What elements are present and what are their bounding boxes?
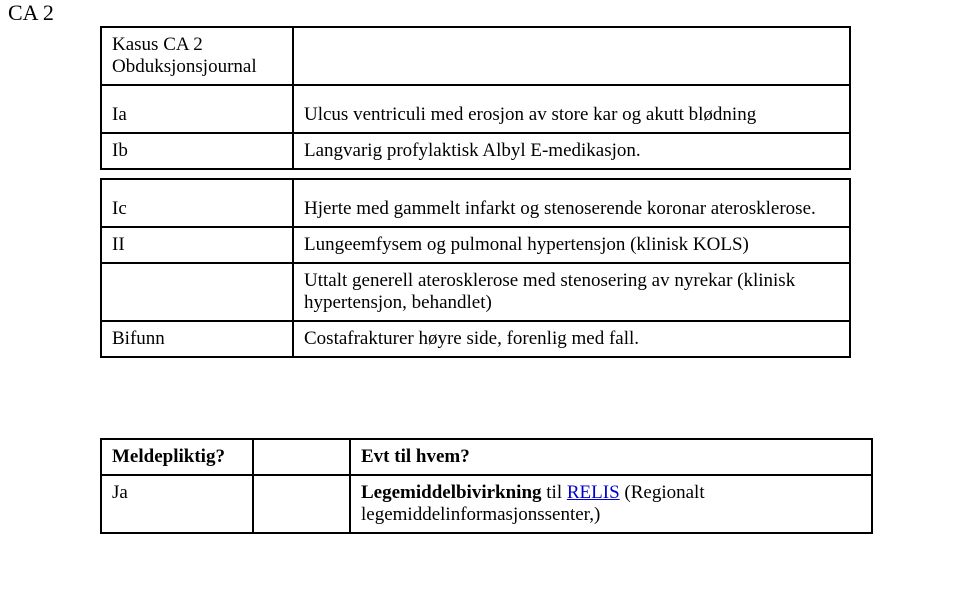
case-title-line1: Kasus CA 2: [112, 34, 282, 56]
duty-detail-mid: til: [542, 482, 567, 503]
cell-code: Ic: [101, 179, 293, 227]
cell-code: Ia: [101, 85, 293, 133]
case-header: CA 2: [8, 0, 54, 26]
code-label: Ia: [112, 104, 127, 125]
table-row: Meldepliktig? Evt til hvem?: [101, 439, 872, 475]
duty-header-1: Meldepliktig?: [101, 439, 253, 475]
table-row: II Lungeemfysem og pulmonal hypertensjon…: [101, 227, 850, 263]
cell-empty: [293, 27, 850, 85]
desc-text: Hjerte med gammelt infarkt og stenoseren…: [304, 198, 816, 219]
table-row: Ja Legemiddelbivirkning til RELIS (Regio…: [101, 475, 872, 533]
table-row: Ic Hjerte med gammelt infarkt og stenose…: [101, 179, 850, 227]
cell-code: Ib: [101, 133, 293, 169]
duty-blank: [253, 475, 350, 533]
duty-detail-bold: Legemiddelbivirkning: [361, 482, 542, 503]
table-row: Ib Langvarig profylaktisk Albyl E-medika…: [101, 133, 850, 169]
cell-desc: Ulcus ventriculi med erosjon av store ka…: [293, 85, 850, 133]
cell-desc: Langvarig profylaktisk Albyl E-medikasjo…: [293, 133, 850, 169]
table-row: Kasus CA 2 Obduksjonsjournal: [101, 27, 850, 85]
duty-table: Meldepliktig? Evt til hvem? Ja Legemidde…: [100, 438, 873, 534]
case-title-line2: Obduksjonsjournal: [112, 56, 282, 78]
cell-desc: Hjerte med gammelt infarkt og stenoseren…: [293, 179, 850, 227]
cell-code: II: [101, 227, 293, 263]
table-row: Ia Ulcus ventriculi med erosjon av store…: [101, 85, 850, 133]
table-row: Bifunn Costafrakturer høyre side, forenl…: [101, 321, 850, 357]
cell-case-title: Kasus CA 2 Obduksjonsjournal: [101, 27, 293, 85]
cell-desc: Uttalt generell aterosklerose med stenos…: [293, 263, 850, 321]
spacer-row: [101, 169, 850, 179]
case-table: Kasus CA 2 Obduksjonsjournal Ia Ulcus ve…: [100, 26, 851, 358]
cell-desc: Costafrakturer høyre side, forenlig med …: [293, 321, 850, 357]
relis-link[interactable]: RELIS: [567, 482, 620, 503]
duty-header-3: Evt til hvem?: [350, 439, 872, 475]
cell-desc: Lungeemfysem og pulmonal hypertensjon (k…: [293, 227, 850, 263]
page: CA 2 Kasus CA 2 Obduksjonsjournal Ia Ulc…: [0, 0, 960, 590]
desc-text: Ulcus ventriculi med erosjon av store ka…: [304, 104, 756, 125]
table-row: Uttalt generell aterosklerose med stenos…: [101, 263, 850, 321]
content-area: Kasus CA 2 Obduksjonsjournal Ia Ulcus ve…: [100, 26, 890, 534]
code-label: Ic: [112, 198, 127, 219]
duty-answer: Ja: [101, 475, 253, 533]
cell-code: Bifunn: [101, 321, 293, 357]
duty-detail: Legemiddelbivirkning til RELIS (Regional…: [350, 475, 872, 533]
cell-code: [101, 263, 293, 321]
duty-header-2: [253, 439, 350, 475]
